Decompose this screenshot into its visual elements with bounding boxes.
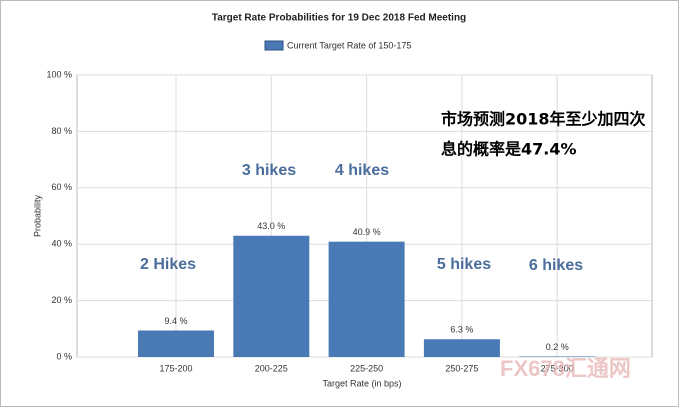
y-tick-label: 20 % (51, 295, 72, 305)
data-label: 40.9 % (353, 227, 381, 237)
x-tick-label: 175-200 (159, 363, 192, 373)
x-tick-label: 275-300 (541, 363, 574, 373)
annotation: 6 hikes (529, 257, 583, 274)
data-label: 9.4 % (164, 316, 187, 326)
bar (328, 241, 405, 357)
y-tick-label: 0 % (56, 351, 72, 361)
y-tick-label: 80 % (51, 126, 72, 136)
annotation: 5 hikes (437, 256, 491, 273)
annotation: 3 hikes (242, 162, 296, 179)
annotation: 息的概率是47.4% (441, 140, 577, 159)
watermark: FX678汇通网 (500, 356, 631, 381)
data-label: 0.2 % (546, 342, 569, 352)
x-tick-label: 225-250 (350, 363, 383, 373)
bar (519, 356, 596, 357)
annotation: 2 Hikes (140, 256, 196, 273)
bar (423, 339, 500, 357)
x-tick-label: 200-225 (255, 363, 288, 373)
data-label: 43.0 % (257, 221, 285, 231)
y-axis-label: Probability (32, 194, 42, 237)
legend-swatch (264, 40, 284, 51)
x-tick-label: 250-275 (445, 363, 478, 373)
bar (138, 330, 214, 357)
legend-label: Current Target Rate of 150-175 (287, 40, 411, 50)
y-tick-label: 60 % (51, 182, 72, 192)
chart-title: Target Rate Probabilities for 19 Dec 201… (212, 13, 466, 24)
y-tick-label: 40 % (51, 239, 72, 249)
annotation: 4 hikes (335, 162, 389, 179)
bar (233, 235, 310, 357)
data-label: 6.3 % (450, 325, 473, 335)
y-tick-label: 100 % (46, 69, 72, 79)
x-axis-label: Target Rate (in bps) (322, 378, 401, 388)
annotation: 市场预测2018年至少加四次 (441, 110, 646, 129)
